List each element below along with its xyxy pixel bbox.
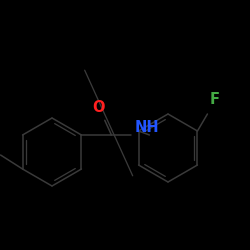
Text: NH: NH	[134, 120, 159, 134]
Text: F: F	[210, 92, 220, 108]
Text: O: O	[92, 100, 105, 114]
